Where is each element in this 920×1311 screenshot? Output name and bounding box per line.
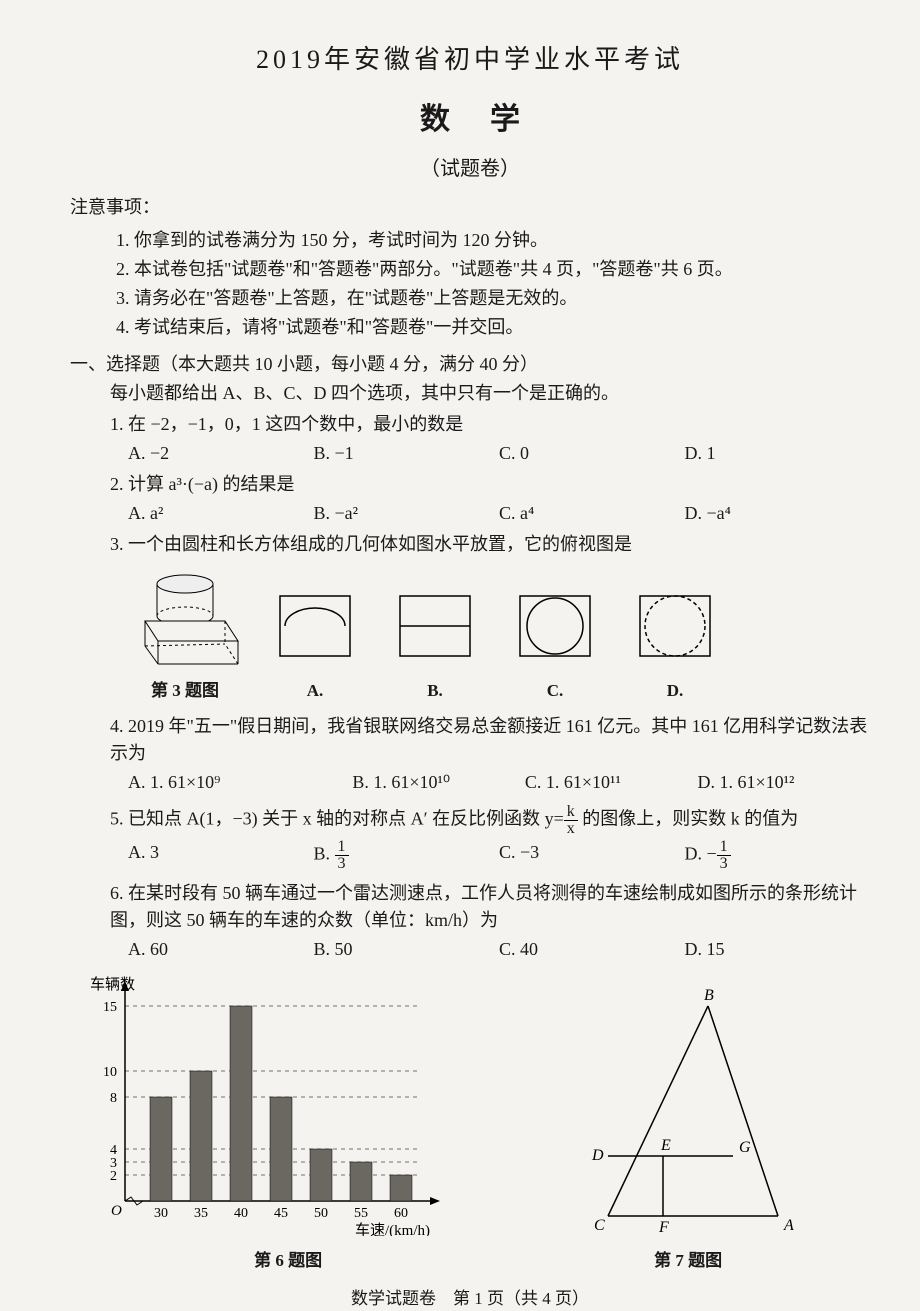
q5-text-a: 5. 已知点 A(1，−3) 关于 x 轴的对称点 A′ 在反比例函数 y= xyxy=(110,809,564,829)
svg-text:2: 2 xyxy=(110,1169,117,1184)
q3-opt-d-fig: D. xyxy=(630,586,720,703)
q5-options: A. 3 B. 13 C. −3 D. −13 xyxy=(70,839,870,872)
q2-opt-a: A. a² xyxy=(128,500,314,527)
q5-text-b: 的图像上，则实数 k 的值为 xyxy=(578,809,799,829)
q6-opt-d: D. 15 xyxy=(685,936,871,963)
charts-row: O车辆数车速/(km/h)2348101530354045505560 第 6 … xyxy=(70,971,870,1274)
bar-chart-icon: O 车辆数车速/(km/h) 234 8 10 15 30 35 40 45 50 55 60 xyxy=(70,971,470,1236)
q1-options: A. −2 B. −1 C. 0 D. 1 xyxy=(70,440,870,467)
q3-opt-a-label: A. xyxy=(270,678,360,704)
svg-text:35: 35 xyxy=(194,1206,208,1221)
question-4: 4. 2019 年"五一"假日期间，我省银联网络交易总金额接近 161 亿元。其… xyxy=(70,713,870,767)
q6-opt-c: C. 40 xyxy=(499,936,685,963)
svg-text:40: 40 xyxy=(234,1206,248,1221)
svg-text:3: 3 xyxy=(110,1156,117,1171)
svg-text:60: 60 xyxy=(394,1206,408,1221)
top-view-d-icon xyxy=(630,586,720,666)
q2-opt-d: D. −a⁴ xyxy=(685,500,871,527)
q2-opt-c: C. a⁴ xyxy=(499,500,685,527)
q3-opt-c-label: C. xyxy=(510,678,600,704)
svg-text:D: D xyxy=(591,1147,604,1164)
svg-text:车速/(km/h): 车速/(km/h) xyxy=(355,1222,430,1236)
svg-text:10: 10 xyxy=(103,1065,117,1080)
q5-opt-a: A. 3 xyxy=(128,839,314,872)
svg-text:8: 8 xyxy=(110,1091,117,1106)
chart-q6: O车辆数车速/(km/h)2348101530354045505560 第 6 … xyxy=(70,971,506,1274)
q4-opt-c: C. 1. 61×10¹¹ xyxy=(525,769,698,796)
q3-caption: 第 3 题图 xyxy=(130,678,240,704)
question-1: 1. 在 −2，−1，0，1 这四个数中，最小的数是 xyxy=(70,411,870,438)
q3-figures: 第 3 题图 A. B. C. D. xyxy=(70,566,870,703)
svg-text:4: 4 xyxy=(110,1143,117,1158)
q3-opt-b-label: B. xyxy=(390,678,480,704)
top-view-c-icon xyxy=(510,586,600,666)
q6-opt-a: A. 60 xyxy=(128,936,314,963)
notice-item: 1. 你拿到的试卷满分为 150 分，考试时间为 120 分钟。 xyxy=(116,227,870,254)
top-view-a-icon xyxy=(270,586,360,666)
svg-text:55: 55 xyxy=(354,1206,368,1221)
q1-opt-a: A. −2 xyxy=(128,440,314,467)
notice-item: 4. 考试结束后，请将"试题卷"和"答题卷"一并交回。 xyxy=(116,314,870,341)
notice-item: 2. 本试卷包括"试题卷"和"答题卷"两部分。"试题卷"共 4 页，"答题卷"共… xyxy=(116,256,870,283)
svg-text:A: A xyxy=(783,1217,794,1234)
q4-opt-b: B. 1. 61×10¹⁰ xyxy=(352,769,525,796)
q3-solid: 第 3 题图 xyxy=(130,566,240,703)
q3-opt-c-fig: C. xyxy=(510,586,600,703)
q5-opt-d: D. −13 xyxy=(685,839,871,872)
q5-frac: kx xyxy=(564,804,578,837)
notice-list: 1. 你拿到的试卷满分为 150 分，考试时间为 120 分钟。 2. 本试卷包… xyxy=(70,227,870,341)
q3-opt-a-fig: A. xyxy=(270,586,360,703)
question-2: 2. 计算 a³·(−a) 的结果是 xyxy=(70,471,870,498)
q6-options: A. 60 B. 50 C. 40 D. 15 xyxy=(70,936,870,963)
question-6: 6. 在某时段有 50 辆车通过一个雷达测速点，工作人员将测得的车速绘制成如图所… xyxy=(70,880,870,934)
svg-text:G: G xyxy=(739,1139,751,1156)
section1-note: 每小题都给出 A、B、C、D 四个选项，其中只有一个是正确的。 xyxy=(70,380,870,407)
svg-text:E: E xyxy=(660,1137,671,1154)
question-5: 5. 已知点 A(1，−3) 关于 x 轴的对称点 A′ 在反比例函数 y=kx… xyxy=(70,804,870,837)
q3-opt-b-fig: B. xyxy=(390,586,480,703)
svg-text:30: 30 xyxy=(154,1206,168,1221)
q6-opt-b: B. 50 xyxy=(314,936,500,963)
svg-text:B: B xyxy=(704,987,714,1004)
notice-head: 注意事项： xyxy=(70,194,870,221)
exam-header-line1: 2019年安徽省初中学业水平考试 xyxy=(70,40,870,79)
exam-subtitle: （试题卷） xyxy=(70,154,870,184)
svg-text:车辆数: 车辆数 xyxy=(90,976,135,993)
q3-opt-d-label: D. xyxy=(630,678,720,704)
svg-text:O: O xyxy=(111,1203,122,1219)
q4-options: A. 1. 61×10⁹ B. 1. 61×10¹⁰ C. 1. 61×10¹¹… xyxy=(70,769,870,796)
svg-text:F: F xyxy=(658,1219,669,1236)
q1-opt-d: D. 1 xyxy=(685,440,871,467)
q5-opt-b: B. 13 xyxy=(314,839,500,872)
svg-text:C: C xyxy=(594,1217,605,1234)
svg-text:15: 15 xyxy=(103,1000,117,1015)
exam-subject: 数学 xyxy=(70,97,870,142)
q2-options: A. a² B. −a² C. a⁴ D. −a⁴ xyxy=(70,500,870,527)
solid-icon xyxy=(130,566,240,666)
q5-opt-c: C. −3 xyxy=(499,839,685,872)
svg-text:45: 45 xyxy=(274,1206,288,1221)
top-view-b-icon xyxy=(390,586,480,666)
svg-text:50: 50 xyxy=(314,1206,328,1221)
q4-opt-a: A. 1. 61×10⁹ xyxy=(128,769,352,796)
section1-head: 一、选择题（本大题共 10 小题，每小题 4 分，满分 40 分） xyxy=(70,351,870,378)
page-footer: 数学试题卷 第 1 页（共 4 页） xyxy=(70,1286,870,1311)
question-3: 3. 一个由圆柱和长方体组成的几何体如图水平放置，它的俯视图是 xyxy=(70,531,870,558)
q2-opt-b: B. −a² xyxy=(314,500,500,527)
q1-opt-c: C. 0 xyxy=(499,440,685,467)
q4-opt-d: D. 1. 61×10¹² xyxy=(697,769,870,796)
q1-opt-b: B. −1 xyxy=(314,440,500,467)
chart-q7: BCADEGF 第 7 题图 xyxy=(506,986,870,1274)
notice-item: 3. 请务必在"答题卷"上答题，在"试题卷"上答题是无效的。 xyxy=(116,285,870,312)
triangle-diagram-icon: B C A D E G F xyxy=(558,986,818,1236)
